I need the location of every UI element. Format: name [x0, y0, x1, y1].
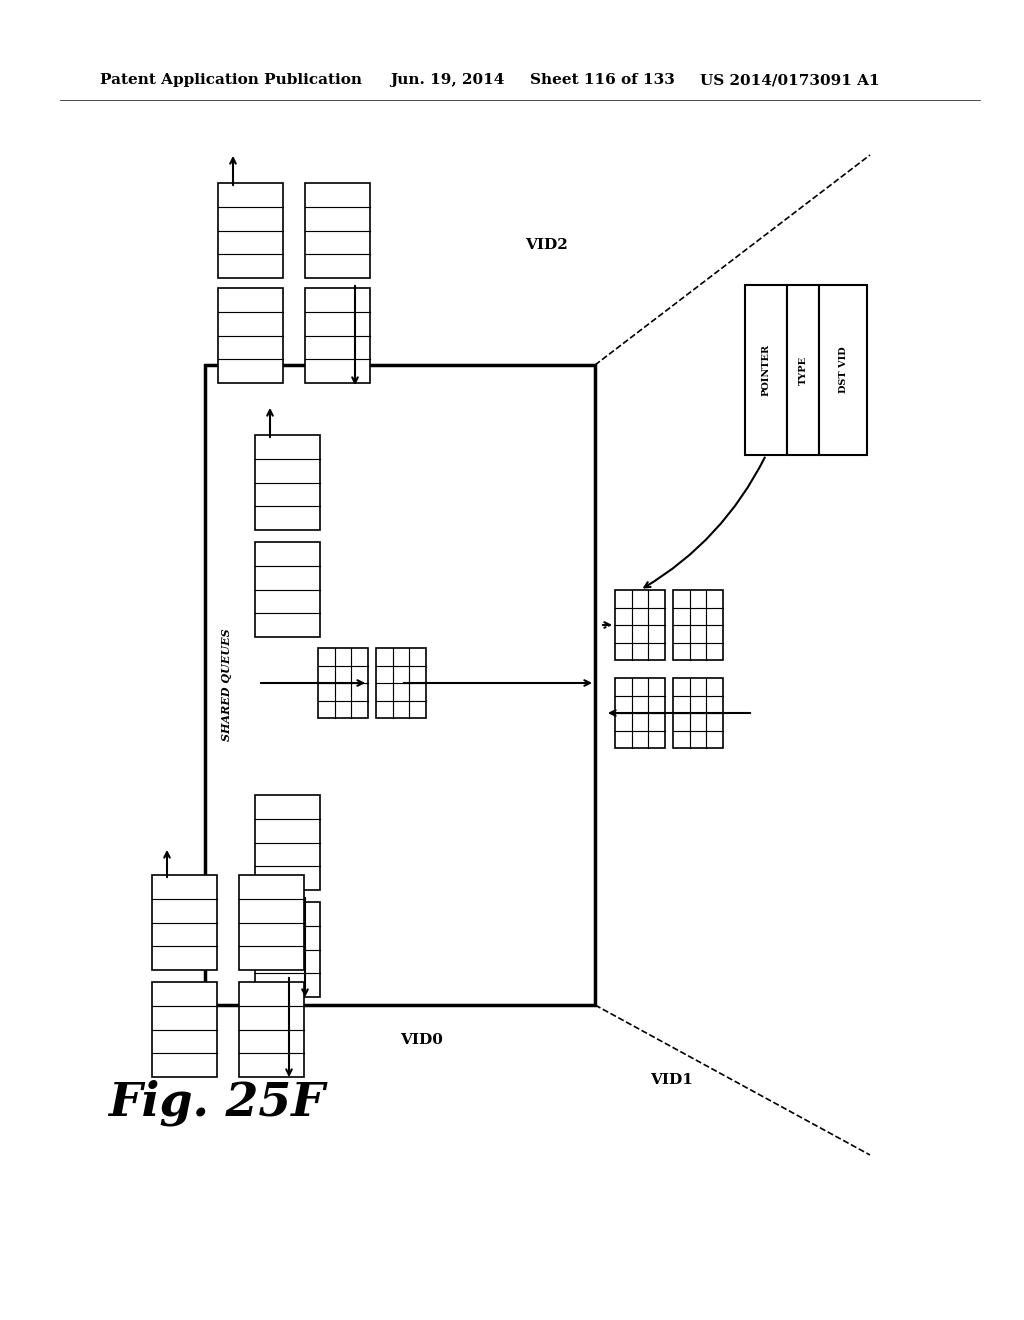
- Bar: [218, 288, 283, 383]
- Bar: [205, 366, 595, 1005]
- Bar: [787, 285, 819, 455]
- Bar: [255, 902, 319, 997]
- Text: VID2: VID2: [525, 238, 567, 252]
- Bar: [239, 982, 304, 1077]
- Bar: [673, 590, 723, 660]
- Text: Patent Application Publication: Patent Application Publication: [100, 73, 362, 87]
- Bar: [673, 678, 723, 748]
- Bar: [819, 285, 867, 455]
- Bar: [255, 436, 319, 531]
- Text: Jun. 19, 2014: Jun. 19, 2014: [390, 73, 505, 87]
- Bar: [615, 678, 665, 748]
- Text: POINTER: POINTER: [762, 345, 770, 396]
- Bar: [239, 875, 304, 970]
- Text: DST VID: DST VID: [839, 347, 848, 393]
- Bar: [745, 285, 787, 455]
- Bar: [255, 543, 319, 638]
- Bar: [305, 183, 370, 279]
- Text: VID1: VID1: [650, 1073, 693, 1086]
- Bar: [305, 288, 370, 383]
- Bar: [318, 648, 368, 718]
- Bar: [152, 982, 217, 1077]
- Text: Sheet 116 of 133: Sheet 116 of 133: [530, 73, 675, 87]
- Bar: [255, 795, 319, 890]
- Text: US 2014/0173091 A1: US 2014/0173091 A1: [700, 73, 880, 87]
- Text: VID0: VID0: [400, 1034, 442, 1047]
- Bar: [376, 648, 426, 718]
- Text: TYPE: TYPE: [799, 355, 808, 384]
- Bar: [218, 183, 283, 279]
- Text: Fig. 25F: Fig. 25F: [108, 1080, 325, 1126]
- Bar: [615, 590, 665, 660]
- Bar: [152, 875, 217, 970]
- Text: SHARED QUEUES: SHARED QUEUES: [221, 628, 232, 742]
